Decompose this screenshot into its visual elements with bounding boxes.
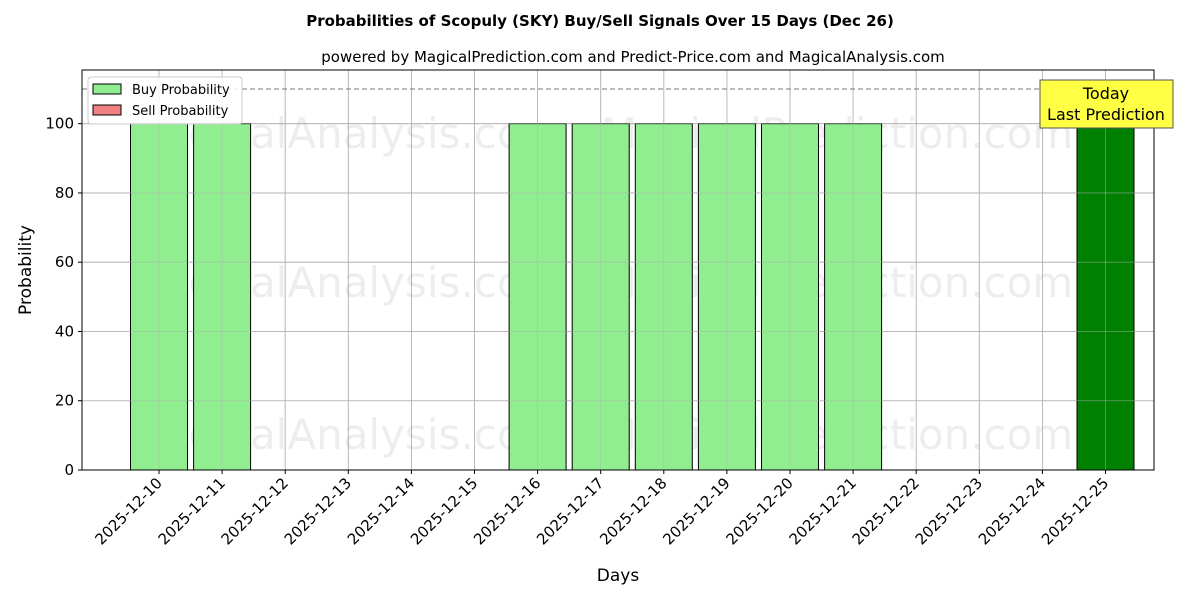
x-tick-label: 2025-12-22 [849,474,923,548]
x-tick-label: 2025-12-16 [470,474,544,548]
y-tick-label: 20 [55,392,74,410]
y-tick-label: 80 [55,184,74,202]
annotation-line1: Today [1082,84,1129,103]
legend-buy-swatch [92,83,122,95]
y-axis-label: Probability [16,225,36,315]
watermark: MagicalAnalysis.com [127,410,564,459]
legend: Buy Probability Sell Probability [87,76,243,125]
x-tick-label: 2025-12-14 [344,474,418,548]
x-tick-label: 2025-12-11 [155,474,229,548]
x-tick-label: 2025-12-21 [786,474,860,548]
x-tick-label: 2025-12-13 [281,474,355,548]
legend-sell-swatch [92,104,122,116]
legend-buy-label: Buy Probability [132,83,230,98]
x-tick-label: 2025-12-24 [975,474,1049,548]
x-tick-label: 2025-12-25 [1038,474,1112,548]
x-ticks: 2025-12-102025-12-112025-12-122025-12-13… [91,470,1112,548]
x-tick-label: 2025-12-15 [407,474,481,548]
annotation-line2: Last Prediction [1047,105,1165,124]
plot-frame [81,69,1155,471]
x-tick-label: 2025-12-19 [659,474,733,548]
x-tick-label: 2025-12-17 [533,474,607,548]
chart-title: Probabilities of Scopuly (SKY) Buy/Sell … [306,12,894,30]
x-tick-label: 2025-12-10 [91,474,165,548]
x-tick-label: 2025-12-12 [218,474,292,548]
legend-sell-label: Sell Probability [132,104,229,119]
y-tick-label: 60 [55,253,74,271]
x-axis-label: Days [597,566,640,586]
x-tick-label: 2025-12-18 [596,474,670,548]
chart-subtitle: powered by MagicalPrediction.com and Pre… [321,48,945,66]
watermark: MagicalAnalysis.com [127,258,564,307]
y-tick-label: 0 [64,461,74,479]
today-annotation: Today Last Prediction [1039,79,1174,129]
y-ticks: 0 20 40 60 80 100 [45,115,82,479]
y-tick-label: 40 [55,322,74,340]
y-tick-label: 100 [45,115,74,133]
x-tick-label: 2025-12-20 [722,474,796,548]
x-tick-label: 2025-12-23 [912,474,986,548]
